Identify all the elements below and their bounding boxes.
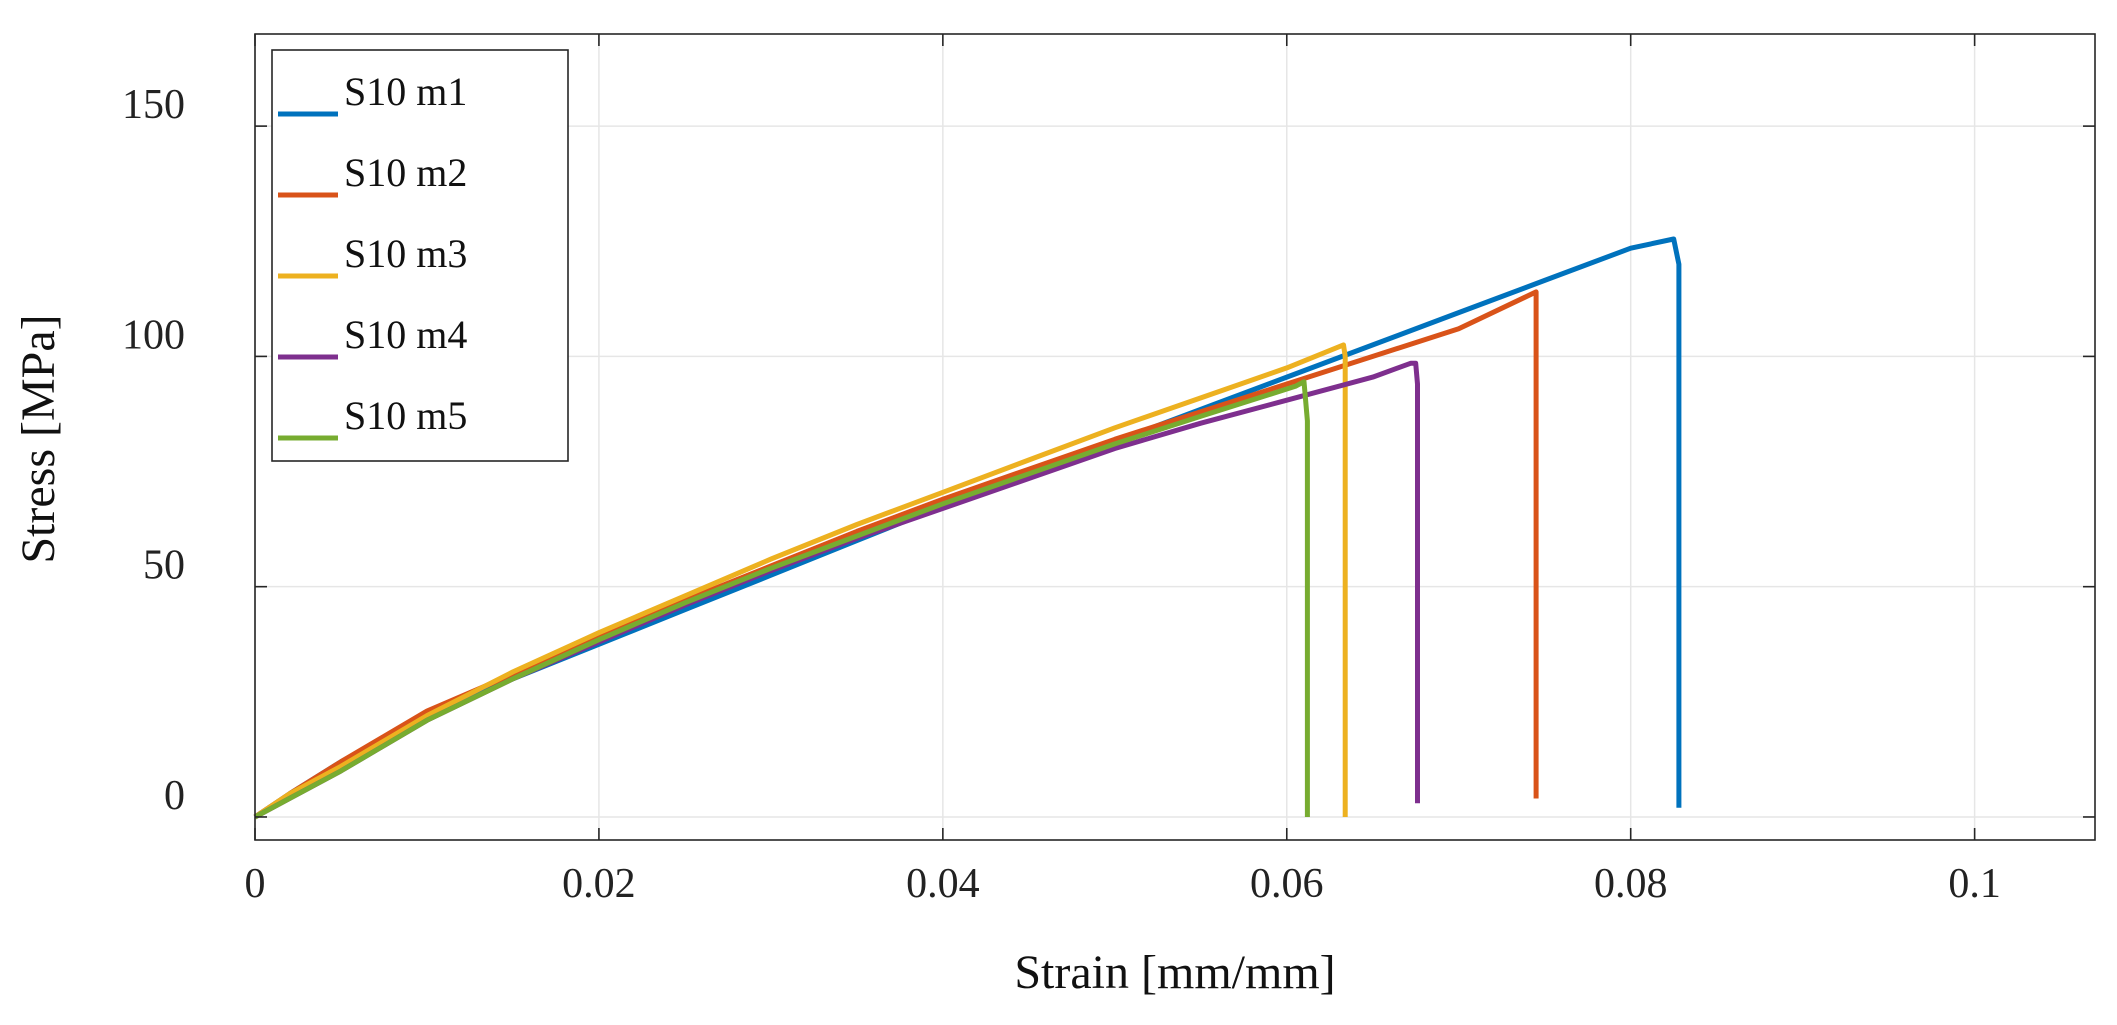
- x-tick-label: 0.08: [1594, 861, 1668, 907]
- y-axis-label: Stress [MPa]: [12, 314, 65, 563]
- axes-box: [254, 33, 2096, 841]
- legend[interactable]: S10 m1 S10 m2 S10 m3 S10 m4 S10 m5: [271, 49, 569, 462]
- x-tick-label: 0.02: [562, 861, 636, 907]
- x-tick-label: 0.04: [906, 861, 980, 907]
- legend-box: [271, 49, 569, 462]
- x-tick-label: 0.1: [1948, 861, 2001, 907]
- legend-label-4: S10 m4: [344, 312, 467, 357]
- y-tick-label: 150: [122, 82, 185, 128]
- y-axis-ticks: 0 50 100 150: [122, 82, 2095, 819]
- legend-label-1: S10 m1: [344, 69, 467, 114]
- y-tick-label: 0: [164, 773, 185, 819]
- y-tick-label: 50: [143, 543, 185, 589]
- series-line-3: [253, 342, 1348, 820]
- series-line-2: [253, 289, 1539, 820]
- x-tick-label: 0.06: [1250, 861, 1324, 907]
- series-line-5: [253, 379, 1310, 820]
- x-axis-label: Strain [mm/mm]: [1014, 946, 1335, 999]
- y-tick-label: 100: [122, 312, 185, 358]
- legend-label-2: S10 m2: [344, 150, 467, 195]
- legend-label-5: S10 m5: [344, 393, 467, 438]
- legend-label-3: S10 m3: [344, 231, 467, 276]
- series-layer: [253, 236, 1682, 820]
- x-axis-ticks: 0 0.02 0.04 0.06 0.08 0.1: [245, 34, 2001, 907]
- x-tick-label: 0: [245, 861, 266, 907]
